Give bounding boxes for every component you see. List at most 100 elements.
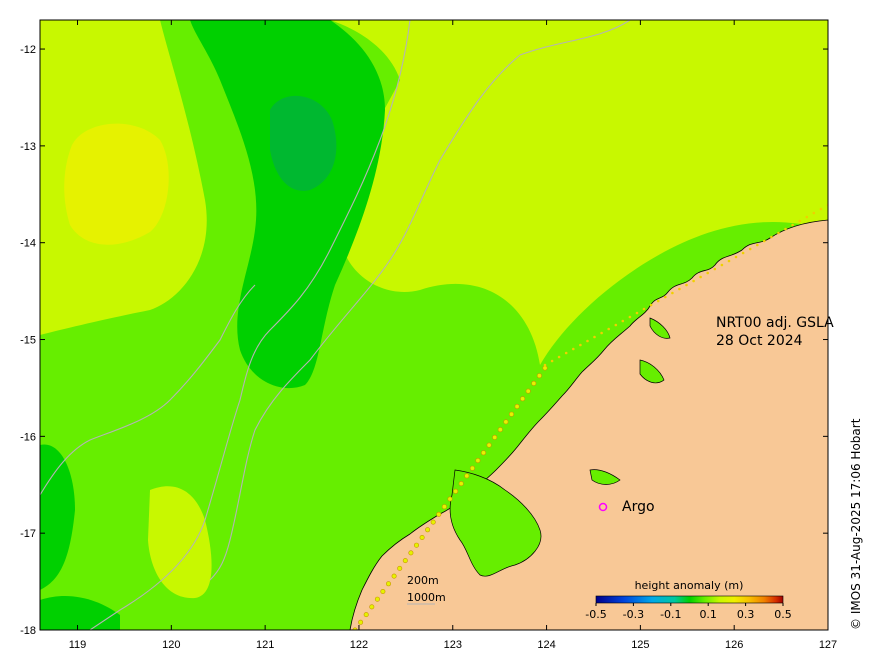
- observation-dot: [441, 504, 447, 510]
- observation-dot: [572, 347, 575, 351]
- legend-tick-label: 0.1: [699, 608, 717, 621]
- observation-dot: [413, 542, 419, 548]
- x-tick-label: 126: [725, 639, 743, 651]
- bathymetry-coastal-trace: [40, 284, 256, 496]
- observation-dot: [497, 427, 503, 433]
- observation-dot: [536, 373, 542, 379]
- observation-dot: [480, 450, 486, 456]
- plot-area: [40, 20, 828, 630]
- observation-dot: [798, 219, 801, 223]
- observation-dot: [685, 283, 688, 287]
- observation-dot: [436, 511, 442, 517]
- observation-dot: [557, 355, 561, 359]
- legend-tick-label: -0.1: [660, 608, 681, 621]
- sla-high-region-top-left: [40, 20, 120, 78]
- observation-dot: [508, 411, 514, 417]
- y-tick-label: -15: [20, 335, 36, 347]
- observation-dot: [374, 596, 380, 602]
- coastal-inlet-1: [589, 469, 621, 485]
- observation-dot: [614, 323, 618, 327]
- legend-tick-label: -0.5: [585, 608, 606, 621]
- y-tick-label: -12: [20, 44, 36, 56]
- x-tick-label: 127: [819, 639, 837, 651]
- y-tick-label: -14: [20, 238, 36, 250]
- observation-dot: [628, 315, 632, 319]
- observation-dot: [664, 295, 667, 299]
- legend-tick-label: 0.3: [737, 608, 755, 621]
- observation-dot: [593, 335, 596, 339]
- observation-dot: [408, 550, 414, 556]
- x-tick-label: 124: [537, 639, 555, 651]
- observation-dot: [579, 343, 582, 347]
- argo-label: Argo: [622, 499, 655, 515]
- observation-dot: [492, 434, 498, 440]
- observation-dot: [531, 380, 537, 386]
- sla-high-region-northeast: [330, 20, 828, 365]
- bathymetry-200m-contour: [89, 20, 411, 630]
- observation-dot: [550, 359, 554, 363]
- observation-dot: [380, 588, 386, 594]
- x-tick-label: 122: [350, 639, 368, 651]
- observation-dot: [586, 339, 589, 343]
- observation-dot: [720, 263, 724, 267]
- observation-dot: [542, 365, 548, 371]
- coastal-inlet-2: [639, 359, 665, 384]
- legend-ticks: -0.5 -0.3 -0.1 0.1 0.3 0.5: [585, 603, 792, 621]
- x-axis: 119 120 121 122 123 124 125 126 127: [69, 20, 837, 651]
- observation-dot: [525, 388, 531, 394]
- sla-low-band: [190, 20, 385, 389]
- observation-dot: [784, 227, 787, 231]
- observation-dot: [469, 465, 475, 471]
- observation-dots: [352, 203, 828, 630]
- observation-dot: [635, 311, 639, 315]
- x-tick-label: 121: [256, 639, 274, 651]
- observation-dot: [713, 267, 717, 271]
- king-sound-bay: [449, 469, 542, 577]
- x-tick-label: 120: [162, 639, 180, 651]
- observation-dot: [621, 319, 625, 323]
- sla-trough-core: [270, 95, 337, 191]
- y-tick-label: -13: [20, 141, 36, 153]
- sla-high-region-southwest: [148, 486, 212, 599]
- x-tick-label: 119: [69, 639, 87, 651]
- observation-dot: [464, 473, 470, 479]
- y-tick-label: -16: [20, 431, 36, 443]
- observation-dot: [819, 207, 823, 211]
- sla-low-region-south: [40, 595, 120, 630]
- observation-dot: [458, 481, 464, 487]
- y-axis: -12 -13 -14 -15 -16 -17 -18: [20, 44, 828, 637]
- x-tick-label: 123: [444, 639, 462, 651]
- legend-title: height anomaly (m): [635, 579, 744, 592]
- observation-dot: [520, 396, 526, 402]
- observation-dot: [425, 527, 431, 533]
- observation-dot: [486, 442, 492, 448]
- sla-high-region-center: [412, 161, 535, 256]
- depth-label-200m: 200m: [407, 574, 439, 587]
- observation-dot: [419, 534, 425, 540]
- observation-dot: [706, 271, 709, 275]
- observation-dot: [430, 519, 436, 525]
- observation-dot: [447, 496, 453, 502]
- observation-dot: [475, 457, 481, 463]
- observation-dot: [791, 223, 794, 227]
- y-tick-label: -17: [20, 528, 36, 540]
- observation-dot: [734, 255, 738, 259]
- observation-dot: [397, 565, 403, 571]
- observation-dot: [748, 247, 752, 251]
- observation-dot: [649, 303, 653, 307]
- observation-dot: [770, 235, 773, 239]
- sla-peak-region-west: [64, 123, 169, 245]
- depth-label-1000m: 1000m: [407, 591, 446, 604]
- observation-dot: [391, 573, 397, 579]
- argo-marker: [598, 502, 608, 512]
- observation-dot: [369, 604, 375, 610]
- observation-dot: [600, 331, 603, 335]
- plot-frame: [39, 19, 829, 631]
- observation-dot: [543, 363, 547, 367]
- observation-dot: [503, 419, 509, 425]
- observation-dot: [642, 307, 646, 311]
- y-tick-label: -18: [20, 625, 36, 637]
- observation-dot: [402, 558, 408, 564]
- observation-dot: [692, 279, 695, 283]
- observation-dot: [812, 211, 816, 215]
